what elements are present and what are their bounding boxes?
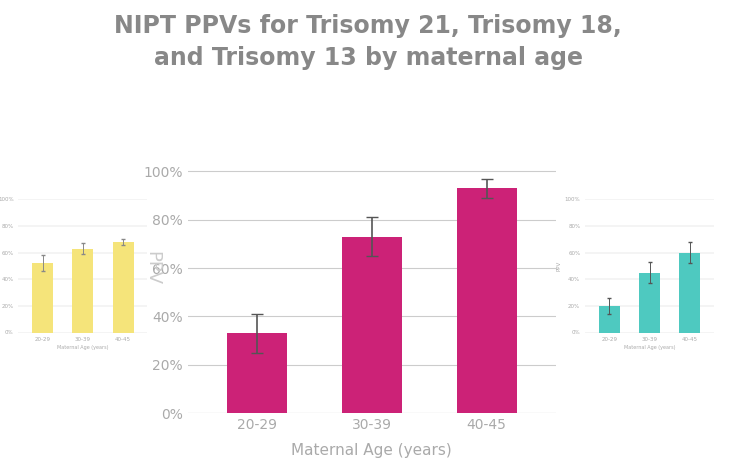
- Bar: [599, 306, 620, 332]
- Text: NIPT PPVs for Trisomy 21, Trisomy 18,
and Trisomy 13 by maternal age: NIPT PPVs for Trisomy 21, Trisomy 18, an…: [114, 14, 622, 70]
- Bar: [342, 237, 402, 413]
- Bar: [639, 273, 660, 332]
- Bar: [679, 253, 700, 332]
- Y-axis label: PPV: PPV: [557, 261, 562, 271]
- X-axis label: Maternal Age (years): Maternal Age (years): [57, 345, 108, 350]
- Y-axis label: PPV: PPV: [117, 268, 132, 297]
- Bar: [72, 249, 93, 332]
- X-axis label: Maternal Age (years): Maternal Age (years): [624, 345, 675, 350]
- Bar: [227, 333, 286, 413]
- Text: PPV: PPV: [144, 251, 161, 285]
- Bar: [113, 242, 133, 332]
- Bar: [32, 263, 53, 332]
- X-axis label: Maternal Age (years): Maternal Age (years): [291, 443, 452, 458]
- Bar: [457, 188, 517, 413]
